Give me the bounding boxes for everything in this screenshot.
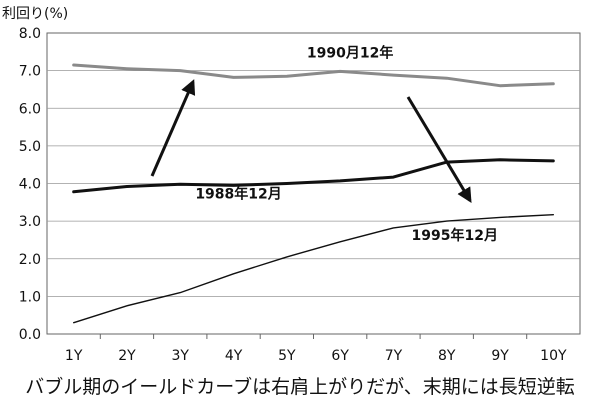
y-tick-label: 0.0 [19, 327, 41, 343]
series-label-1: 1990月12年 [307, 44, 393, 61]
series-line-2 [72, 158, 555, 194]
x-tick-label: 6Y [331, 348, 349, 364]
x-tick-label: 9Y [491, 348, 509, 364]
x-tick-label: 4Y [225, 348, 243, 364]
y-tick-label: 1.0 [19, 289, 41, 305]
x-tick-label: 8Y [438, 348, 456, 364]
arrow-down-annotation [406, 96, 472, 204]
y-axis-title: 利回り(%) [2, 6, 69, 22]
arrow-up-annotation [150, 79, 196, 177]
series-line-1 [72, 63, 555, 88]
y-tick-label: 7.0 [19, 64, 41, 80]
x-tick-label: 5Y [278, 348, 296, 364]
x-tick-label: 10Y [540, 348, 567, 364]
x-tick-label: 1Y [65, 348, 83, 364]
series-line-3 [72, 213, 554, 324]
yield-curve-chart: 0.0 1.0 2.0 3.0 4.0 5.0 6.0 7.0 8.0 1Y 2Y 3Y 4Y 5Y 6Y 7… [19, 26, 581, 364]
x-tick-label: 7Y [385, 348, 403, 364]
y-tick-label: 2.0 [19, 252, 41, 268]
y-tick-label: 4.0 [19, 177, 41, 193]
chart-caption: バブル期のイールドカーブは右肩上がりだが、末期には長短逆転 [25, 376, 575, 398]
x-tick-label: 2Y [118, 348, 136, 364]
series-label-3: 1995年12月 [412, 227, 498, 244]
y-tick-label: 3.0 [19, 214, 41, 230]
y-tick-label: 6.0 [19, 101, 41, 117]
series-label-2: 1988年12月 [195, 186, 281, 203]
y-tick-label: 5.0 [19, 139, 41, 155]
x-tick-label: 3Y [172, 348, 190, 364]
y-tick-label: 8.0 [19, 26, 41, 42]
